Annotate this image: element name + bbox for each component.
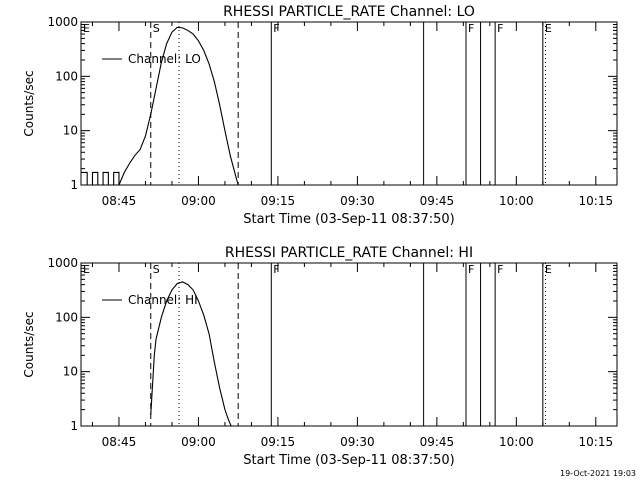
panel-channel-hi: RHESSI PARTICLE_RATE Channel: HI Counts/s… <box>22 245 618 468</box>
legend-entry: Channel: LO <box>128 52 201 66</box>
plot-frame <box>80 21 618 186</box>
event-marker-label: S <box>153 263 160 276</box>
series-line <box>81 26 239 185</box>
panel-channel-lo: RHESSI PARTICLE_RATE Channel: LO Counts/s… <box>22 4 618 227</box>
plot-frame <box>80 262 618 427</box>
event-markers <box>81 22 546 185</box>
x-tick-label: 08:45 <box>102 435 137 449</box>
x-tick-label: 10:00 <box>499 435 534 449</box>
y-tick-label: 1 <box>70 178 78 192</box>
event-marker-label: F <box>497 263 503 276</box>
x-tick-label: 09:00 <box>181 194 216 208</box>
chart-title: RHESSI PARTICLE_RATE Channel: LO <box>223 4 475 20</box>
y-tick-label: 1 <box>70 419 78 433</box>
x-tick-label: 09:30 <box>340 194 375 208</box>
x-tick-label: 10:15 <box>579 435 614 449</box>
event-marker-label: E <box>83 263 90 276</box>
event-marker-label: E <box>545 22 552 35</box>
y-tick-label: 100 <box>55 310 78 324</box>
x-tick-label: 08:45 <box>102 194 137 208</box>
y-axis-label: Counts/sec <box>22 311 36 377</box>
footer-timestamp: 19-Oct-2021 19:03 <box>560 469 636 478</box>
y-tick-label: 100 <box>55 69 78 83</box>
chart-title: RHESSI PARTICLE_RATE Channel: HI <box>225 245 473 261</box>
event-markers <box>81 263 546 426</box>
event-marker-label: E <box>545 263 552 276</box>
x-tick-label: 09:45 <box>420 435 455 449</box>
x-axis-label: Start Time (03-Sep-11 08:37:50) <box>243 453 454 468</box>
event-marker-label: F <box>273 263 279 276</box>
y-tick-label: 1000 <box>47 256 78 270</box>
x-tick-label: 09:15 <box>261 435 296 449</box>
y-tick-label: 10 <box>63 124 78 138</box>
x-axis-label: Start Time (03-Sep-11 08:37:50) <box>243 212 454 227</box>
legend-entry: Channel: HI <box>128 293 198 307</box>
y-axis-label: Counts/sec <box>22 70 36 136</box>
event-marker-label: S <box>153 22 160 35</box>
x-tick-label: 09:00 <box>181 435 216 449</box>
x-tick-label: 09:30 <box>340 435 375 449</box>
y-tick-label: 1000 <box>47 15 78 29</box>
x-tick-label: 10:15 <box>579 194 614 208</box>
series-line <box>150 281 232 426</box>
y-tick-label: 10 <box>63 365 78 379</box>
x-tick-label: 09:15 <box>261 194 296 208</box>
x-tick-label: 09:45 <box>420 194 455 208</box>
event-marker-label: F <box>468 263 474 276</box>
x-tick-label: 10:00 <box>499 194 534 208</box>
event-marker-label: E <box>83 22 90 35</box>
event-marker-label: F <box>273 22 279 35</box>
event-marker-label: F <box>468 22 474 35</box>
event-marker-label: F <box>497 22 503 35</box>
